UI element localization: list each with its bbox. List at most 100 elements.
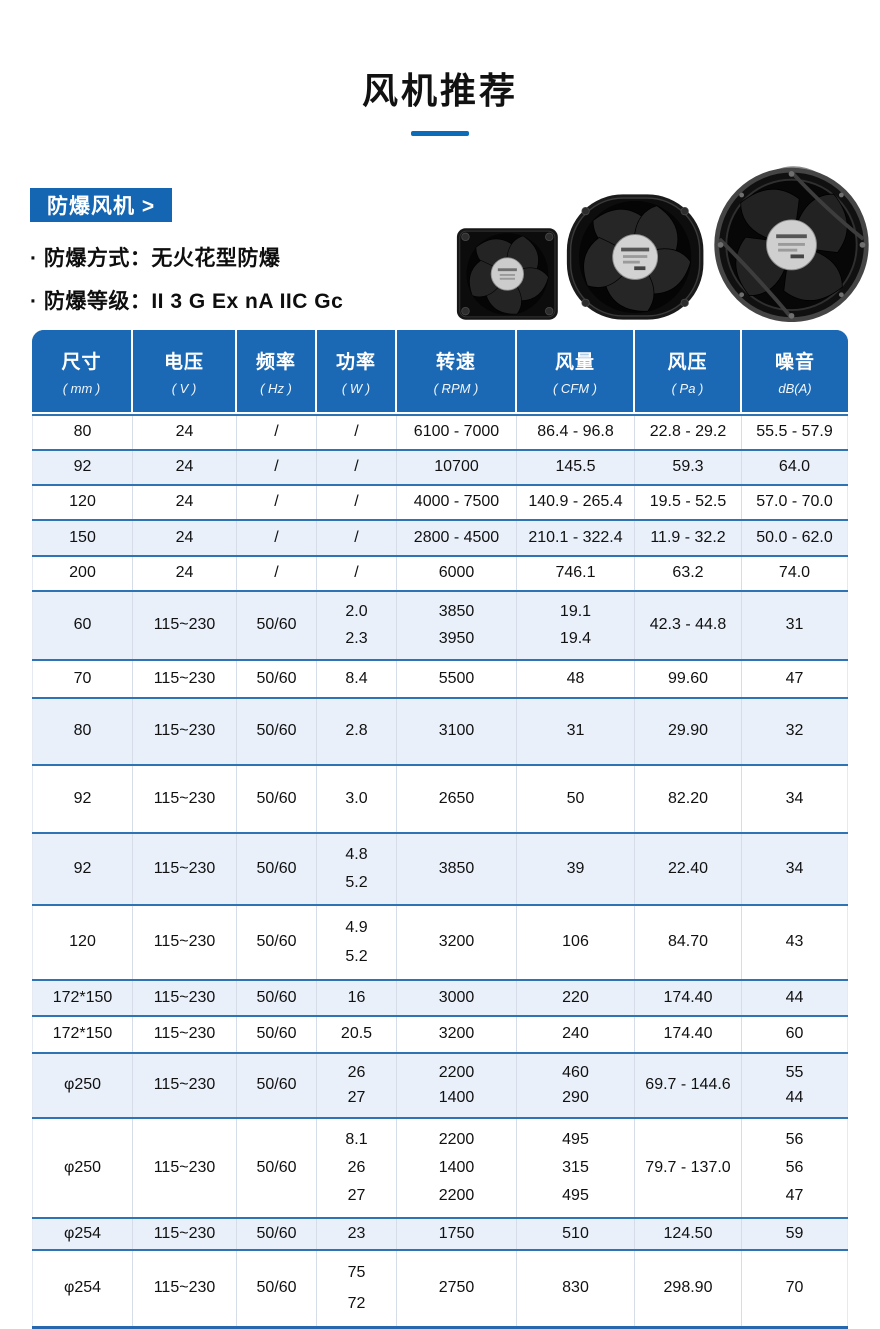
- table-cell: 124.50: [635, 1219, 742, 1249]
- table-cell: 4.8 5.2: [317, 834, 397, 904]
- table-cell: 31: [517, 699, 635, 764]
- table-cell: 8.4: [317, 661, 397, 697]
- cell-line: 115~230: [153, 722, 216, 740]
- cell-line: 42.3 - 44.8: [649, 616, 727, 634]
- table-cell: 60: [32, 592, 133, 659]
- cell-line: 120: [69, 493, 96, 511]
- table-cell: 24: [133, 416, 237, 449]
- cell-line: 510: [562, 1224, 589, 1242]
- table-cell: /: [317, 521, 397, 555]
- cell-line: 59.3: [672, 458, 704, 476]
- table-cell: 48: [517, 661, 635, 697]
- cell-line: 172*150: [52, 988, 113, 1006]
- table-cell: 70: [32, 661, 133, 697]
- category-label-explosion-proof-fan[interactable]: 防爆风机 >: [30, 188, 173, 222]
- table-cell: 115~230: [133, 592, 237, 659]
- table-cell: 70: [742, 1251, 848, 1326]
- table-cell: 29.90: [635, 699, 742, 764]
- bullet-explosion-proof-rating: · 防爆等级：II 3 G Ex nA IIC Gc: [30, 290, 344, 313]
- table-cell: 19.5 - 52.5: [635, 486, 742, 519]
- table-cell: 2200 1400 2200: [397, 1119, 517, 1217]
- table-row: 80 24 / / 6100 - 7000 86.4 - 96.8 22.8 - 29.2 5…: [32, 416, 848, 451]
- table-cell: 115~230: [133, 699, 237, 764]
- table-cell: 3.0: [317, 766, 397, 832]
- cell-line: 26: [347, 1064, 366, 1082]
- cell-line: 56: [785, 1158, 804, 1176]
- cell-line: 34: [785, 789, 804, 807]
- header-title: 尺寸: [61, 351, 102, 373]
- cell-line: /: [274, 564, 279, 582]
- cell-line: 59: [785, 1224, 804, 1242]
- cell-line: 6100 - 7000: [413, 423, 500, 441]
- table-cell: 115~230: [133, 981, 237, 1015]
- cell-line: 74.0: [778, 564, 811, 582]
- cell-line: 172*150: [52, 1025, 113, 1043]
- cell-line: 115~230: [153, 1158, 216, 1176]
- table-cell: 69.7 - 144.6: [635, 1054, 742, 1117]
- table-cell: 55 44: [742, 1054, 848, 1117]
- table-cell: 92: [32, 451, 133, 484]
- table-cell: 16: [317, 981, 397, 1015]
- table-row: 172*150 115~230 50/60 16 3000 220 174.40 44: [32, 981, 848, 1017]
- header-title: 电压: [163, 351, 204, 373]
- cell-line: 50/60: [256, 1076, 297, 1094]
- table-cell: 50/60: [237, 1017, 317, 1052]
- header-cell: 噪音 dB(A): [742, 330, 848, 412]
- cell-line: 22.40: [667, 859, 709, 877]
- cell-line: φ250: [63, 1076, 102, 1094]
- cell-line: 120: [69, 933, 96, 951]
- cell-line: 50/60: [256, 789, 297, 807]
- table-cell: 174.40: [635, 1017, 742, 1052]
- header-cell: 频率 ( Hz ): [237, 330, 317, 412]
- table-row: 70 115~230 50/60 8.4 5500 48 99.60 47: [32, 661, 848, 699]
- table-cell: 39: [517, 834, 635, 904]
- cell-line: 24: [175, 458, 194, 476]
- cell-line: 70: [785, 1279, 804, 1297]
- cell-line: 2.3: [345, 629, 368, 647]
- table-cell: 120: [32, 906, 133, 979]
- cell-line: 92: [73, 859, 92, 877]
- cell-line: 10700: [434, 458, 479, 476]
- table-cell: 92: [32, 834, 133, 904]
- cell-line: 106: [562, 933, 589, 951]
- cell-line: 315: [562, 1158, 589, 1176]
- bullet-explosion-proof-method: · 防爆方式：无火花型防爆: [30, 247, 281, 270]
- cell-line: 48: [566, 669, 585, 687]
- table-cell: 746.1: [517, 557, 635, 590]
- cell-line: /: [274, 493, 279, 511]
- cell-line: 50: [566, 789, 585, 807]
- spec-table-header-row: 尺寸 ( mm ) 电压 ( V ) 频率 ( Hz ) 功率 ( W ) 转速 ( RPM ) 风…: [32, 330, 848, 412]
- table-row: 172*150 115~230 50/60 20.5 3200 240 174.40 60: [32, 1017, 848, 1054]
- cell-line: 23: [347, 1224, 366, 1242]
- table-cell: 99.60: [635, 661, 742, 697]
- cell-line: 50.0 - 62.0: [756, 528, 833, 546]
- table-cell: 55.5 - 57.9: [742, 416, 848, 449]
- table-cell: 3100: [397, 699, 517, 764]
- table-cell: 64.0: [742, 451, 848, 484]
- cell-line: 50/60: [256, 859, 297, 877]
- header-unit: ( Hz ): [260, 380, 292, 396]
- cell-line: 495: [562, 1130, 589, 1148]
- table-cell: 50/60: [237, 834, 317, 904]
- header-unit: ( mm ): [62, 380, 101, 396]
- cell-line: 50/60: [256, 722, 297, 740]
- table-row: φ254 115~230 50/60 23 1750 510 124.50 59: [32, 1219, 848, 1251]
- cell-line: 92: [73, 458, 92, 476]
- table-row: φ250 115~230 50/60 26 27 2200 1400 460 290 69.7 -…: [32, 1054, 848, 1119]
- table-cell: 75 72: [317, 1251, 397, 1326]
- cell-line: 72: [347, 1294, 366, 1312]
- cell-line: 31: [566, 722, 585, 740]
- table-row: φ254 115~230 50/60 75 72 2750 830 298.90 70: [32, 1251, 848, 1329]
- table-cell: 24: [133, 557, 237, 590]
- cell-line: 460: [562, 1064, 589, 1082]
- table-cell: 20.5: [317, 1017, 397, 1052]
- cell-line: 1400: [438, 1158, 475, 1176]
- table-cell: 24: [133, 521, 237, 555]
- cell-line: 34: [785, 859, 804, 877]
- table-cell: /: [317, 416, 397, 449]
- cell-line: 50/60: [256, 1279, 297, 1297]
- table-cell: 44: [742, 981, 848, 1015]
- cell-line: 92: [73, 789, 92, 807]
- header-cell: 尺寸 ( mm ): [32, 330, 133, 412]
- cell-line: 115~230: [153, 859, 216, 877]
